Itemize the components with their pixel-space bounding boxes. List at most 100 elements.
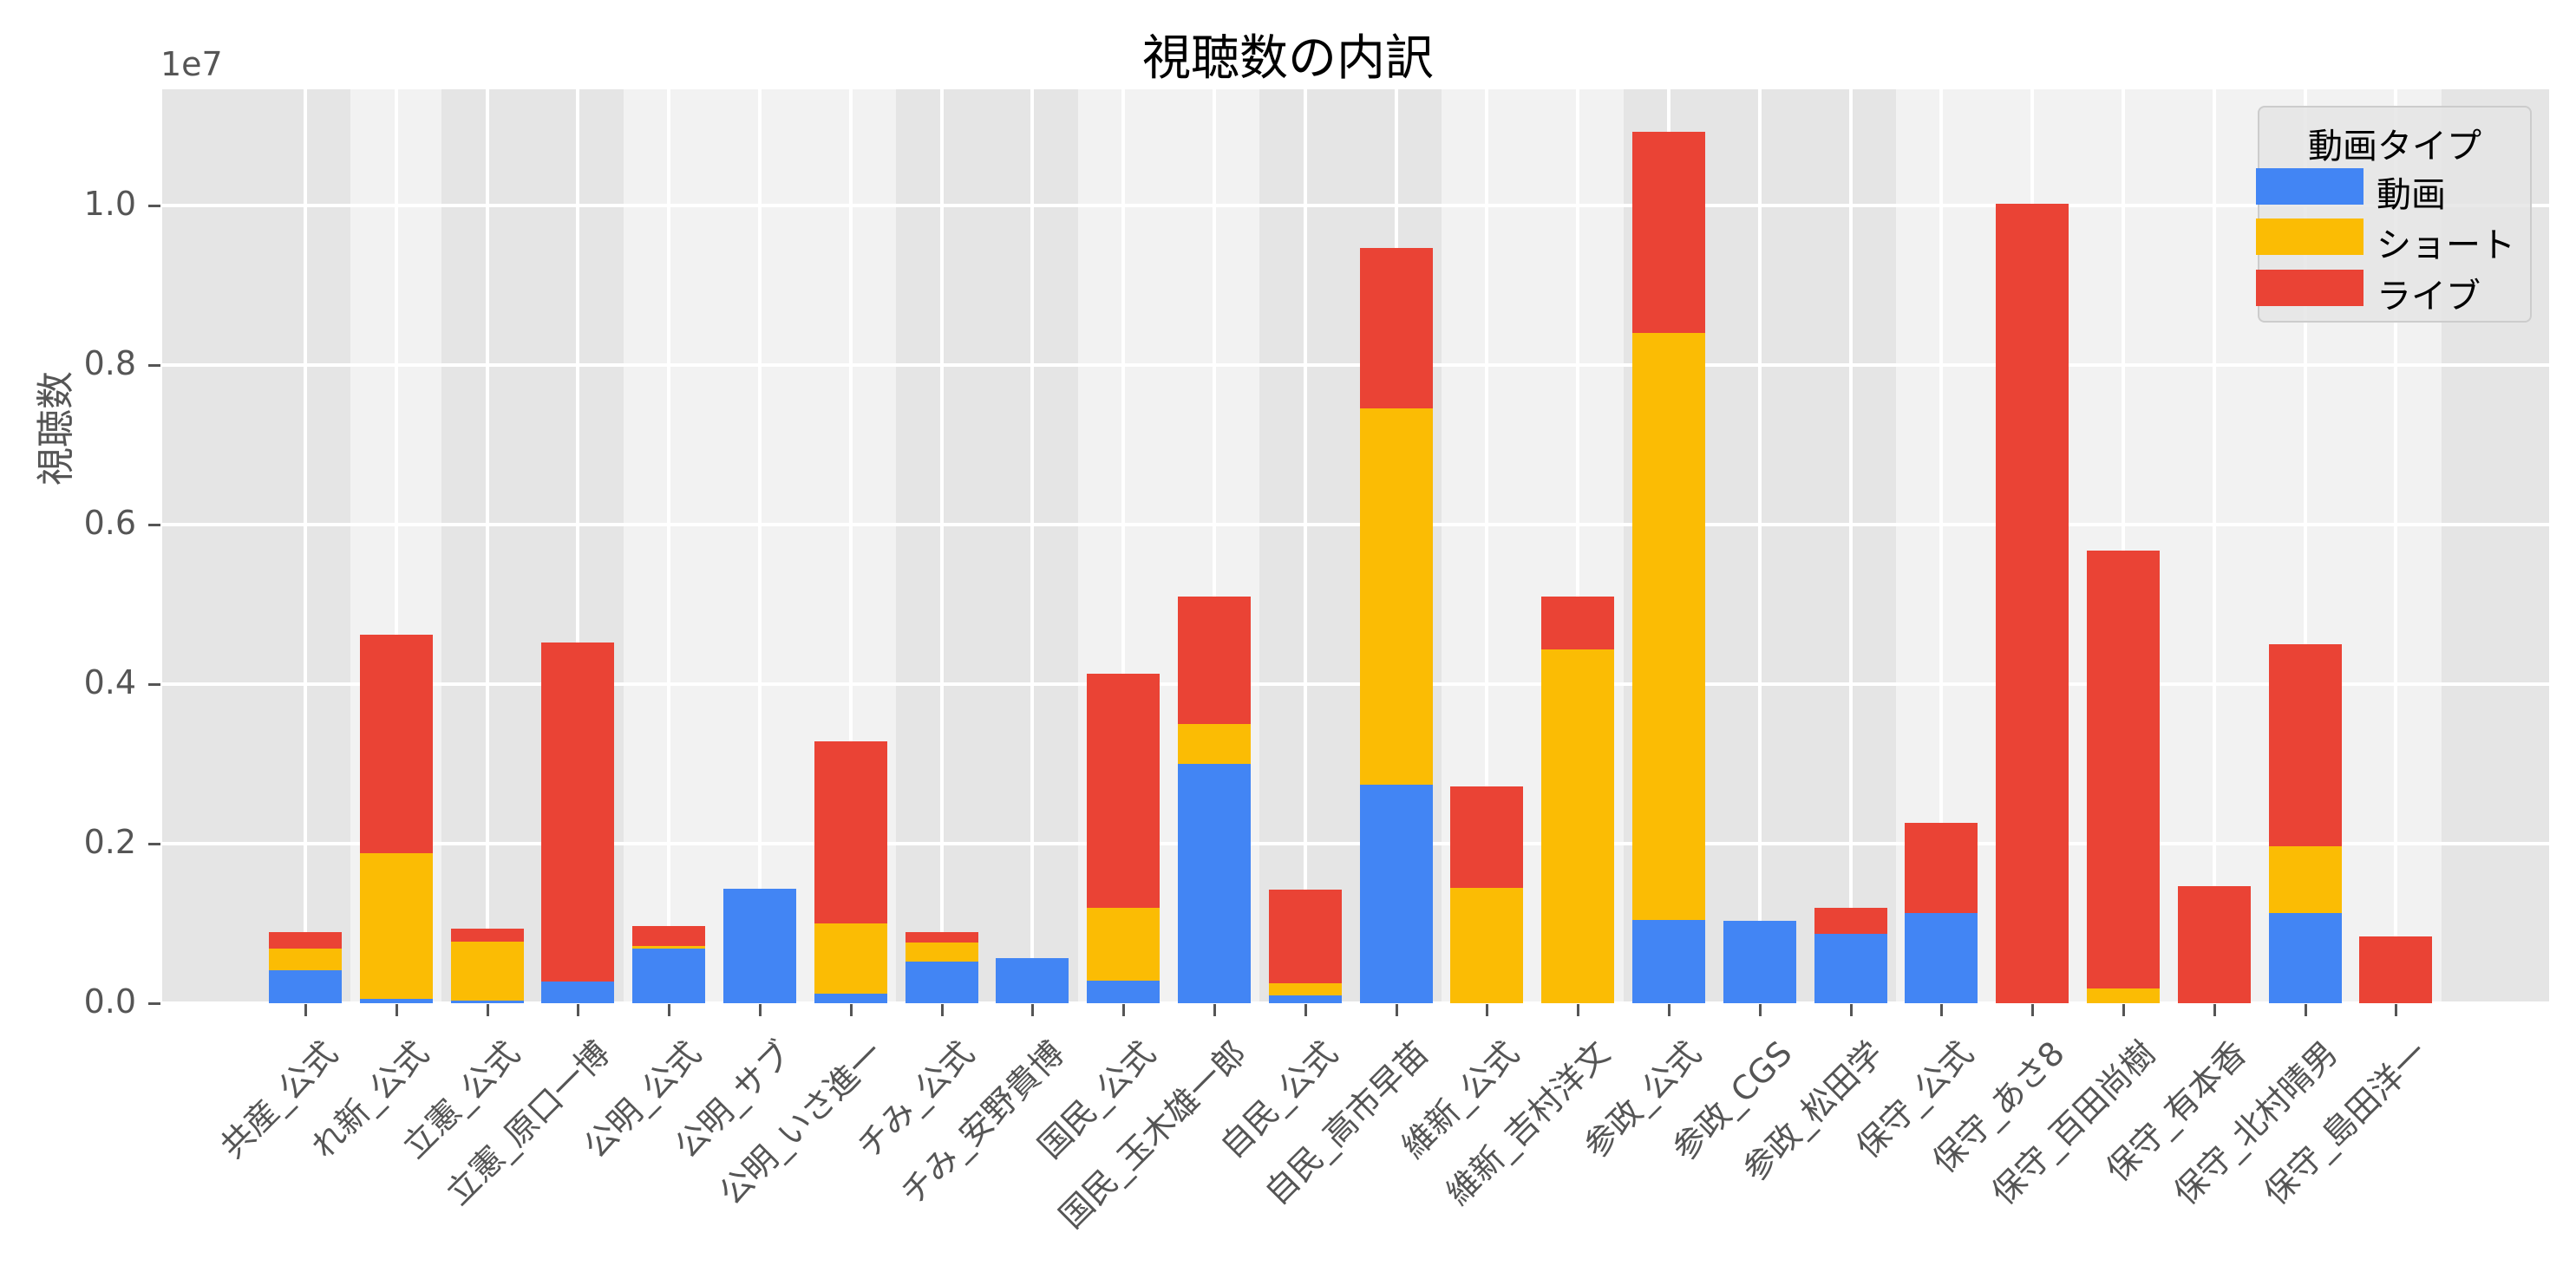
bar-segment[interactable]: [905, 962, 978, 1003]
bar-segment[interactable]: [1178, 596, 1251, 724]
x-tick: [1940, 1004, 1944, 1016]
legend-item-short: ショート: [2256, 219, 2530, 265]
y-tick-label: 0.4: [83, 663, 136, 701]
bar-segment[interactable]: [905, 942, 978, 962]
y-tick-label: 1.0: [83, 185, 136, 223]
x-tick: [1486, 1004, 1489, 1016]
vertical-gridline: [394, 89, 398, 1003]
legend-label-short: ショート: [2377, 225, 2515, 265]
plot-area: [162, 89, 2549, 1003]
bar-segment[interactable]: [541, 643, 615, 982]
bar-segment[interactable]: [1632, 920, 1705, 1003]
x-tick: [395, 1004, 398, 1016]
bar-segment[interactable]: [1723, 921, 1796, 1003]
vertical-gridline: [2212, 89, 2216, 1003]
bar-segment[interactable]: [359, 999, 433, 1003]
vertical-gridline: [1030, 89, 1035, 1003]
bar-segment[interactable]: [1814, 907, 1887, 934]
bar-segment[interactable]: [1359, 408, 1433, 785]
x-tick: [1849, 1004, 1853, 1016]
bar-segment[interactable]: [2268, 913, 2342, 1003]
bar-segment[interactable]: [1541, 596, 1615, 649]
legend-swatch-live: [2256, 270, 2364, 306]
bar-segment[interactable]: [905, 932, 978, 943]
x-tick: [1304, 1004, 1307, 1016]
x-tick: [1577, 1004, 1580, 1016]
bar-segment[interactable]: [1087, 673, 1161, 908]
y-tick-label: 0.2: [83, 823, 136, 861]
bar-segment[interactable]: [1541, 649, 1615, 1003]
bar-segment[interactable]: [2359, 936, 2433, 1003]
vertical-gridline: [667, 89, 671, 1003]
horizontal-gridline: [162, 363, 2549, 367]
vertical-gridline: [939, 89, 944, 1003]
bar-segment[interactable]: [359, 634, 433, 854]
bar-segment[interactable]: [359, 853, 433, 1000]
x-tick: [1758, 1004, 1762, 1016]
legend-item-live: ライブ: [2256, 270, 2530, 316]
bar-segment[interactable]: [1268, 889, 1342, 984]
bar-segment[interactable]: [1178, 724, 1251, 764]
legend: 動画タイプ 動画 ショート ライブ: [2256, 106, 2532, 323]
bar-segment[interactable]: [450, 1001, 524, 1003]
bar-segment[interactable]: [450, 942, 524, 1001]
bar-segment[interactable]: [269, 932, 342, 949]
bar-segment[interactable]: [632, 925, 706, 946]
vertical-gridline: [1576, 89, 1580, 1003]
horizontal-gridline: [162, 682, 2549, 686]
bar-segment[interactable]: [1996, 204, 2069, 1003]
y-axis-label: 視聴数: [34, 371, 78, 486]
bar-segment[interactable]: [450, 929, 524, 943]
bar-segment[interactable]: [632, 948, 706, 1003]
legend-swatch-short: [2256, 219, 2364, 255]
bar-segment[interactable]: [1450, 887, 1524, 1003]
bar-segment[interactable]: [269, 949, 342, 971]
vertical-gridline: [2394, 89, 2398, 1003]
bar-segment[interactable]: [632, 945, 706, 949]
legend-label-live: ライブ: [2377, 277, 2481, 316]
horizontal-gridline: [162, 523, 2549, 526]
vertical-gridline: [1485, 89, 1489, 1003]
bar-segment[interactable]: [814, 741, 887, 923]
bar-segment[interactable]: [1450, 786, 1524, 888]
bar-segment[interactable]: [1268, 995, 1342, 1003]
vertical-gridline: [1213, 89, 1216, 1003]
bar-segment[interactable]: [2177, 885, 2251, 1003]
bar-segment[interactable]: [1087, 907, 1161, 982]
bar-segment[interactable]: [2268, 644, 2342, 846]
bar-segment[interactable]: [1359, 784, 1433, 1003]
legend-title: 動画タイプ: [2308, 127, 2481, 166]
bar-segment[interactable]: [1632, 333, 1705, 921]
bar-segment[interactable]: [2087, 551, 2160, 988]
x-tick: [1122, 1004, 1126, 1016]
x-tick: [304, 1004, 307, 1016]
vertical-gridline: [576, 89, 580, 1003]
bar-segment[interactable]: [723, 889, 796, 1003]
bar-segment[interactable]: [814, 993, 887, 1003]
x-tick: [486, 1004, 489, 1016]
bar-segment[interactable]: [269, 970, 342, 1003]
vertical-gridline: [2303, 89, 2307, 1003]
bar-segment[interactable]: [1178, 764, 1251, 1003]
bar-segment[interactable]: [1905, 913, 1978, 1003]
bar-segment[interactable]: [1632, 132, 1705, 334]
x-tick: [2031, 1004, 2035, 1016]
y-offset-label: 1e7: [160, 45, 223, 83]
y-tick: [148, 364, 160, 367]
y-tick: [148, 1002, 160, 1005]
bar-segment[interactable]: [1268, 983, 1342, 996]
bar-segment[interactable]: [1359, 247, 1433, 408]
bar-segment[interactable]: [1905, 823, 1978, 914]
bar-segment[interactable]: [2087, 988, 2160, 1003]
bar-segment[interactable]: [1814, 933, 1887, 1003]
chart-title: 視聴数の内訳: [1142, 30, 1434, 87]
bar-segment[interactable]: [814, 923, 887, 994]
bar-segment[interactable]: [541, 982, 615, 1003]
vertical-gridline: [848, 89, 853, 1003]
bar-segment[interactable]: [996, 958, 1069, 1003]
bar-segment[interactable]: [1087, 981, 1161, 1003]
vertical-gridline: [1939, 89, 1944, 1003]
x-tick: [849, 1004, 853, 1016]
bar-segment[interactable]: [2268, 845, 2342, 914]
x-tick: [1031, 1004, 1035, 1016]
